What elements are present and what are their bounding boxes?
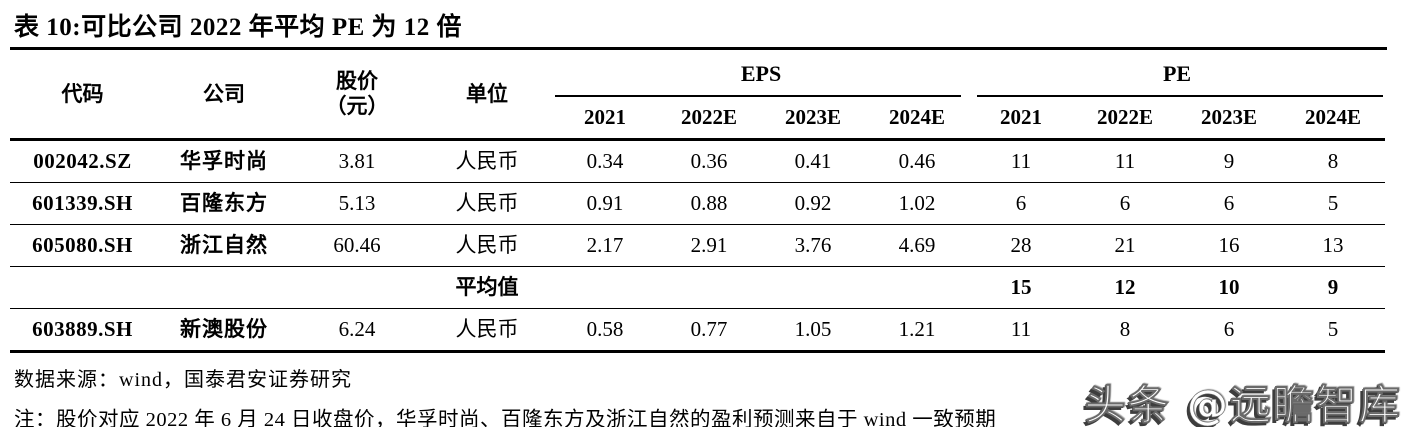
year-header-eps-2023e: 2023E bbox=[784, 105, 841, 130]
table-row: 605080.SH 浙江自然 60.46 人民币 2.17 2.91 3.76 … bbox=[10, 224, 1386, 267]
cell-pe-2022e: 6 bbox=[1073, 182, 1178, 225]
avg-pe-2024e: 9 bbox=[1281, 266, 1386, 309]
cell-empty bbox=[761, 266, 865, 309]
cell-company: 华孚时尚 bbox=[180, 149, 268, 174]
cell-pe-2022e: 11 bbox=[1114, 149, 1136, 174]
data-source-note: 数据来源：wind，国泰君安证券研究 bbox=[14, 369, 352, 391]
cell-unit: 人民币 bbox=[421, 308, 553, 352]
cell-pe-2021: 11 bbox=[969, 308, 1074, 352]
subject-company-row: 603889.SH 新澳股份 6.24 人民币 0.58 0.77 1.05 1… bbox=[10, 308, 1386, 352]
col-header-company: 公司 bbox=[203, 81, 245, 106]
cell-eps-2024e: 4.69 bbox=[865, 224, 970, 267]
cell-eps-2023e: 0.92 bbox=[761, 182, 865, 225]
cell-empty bbox=[10, 266, 155, 309]
cell-pe-2023e: 16 bbox=[1177, 224, 1282, 267]
table-title: 表 10:可比公司 2022 年平均 PE 为 12 倍 bbox=[14, 14, 463, 41]
col-header-unit: 单位 bbox=[466, 81, 508, 106]
year-header-eps-2024e: 2024E bbox=[889, 105, 946, 130]
cell-pe-2023e: 6 bbox=[1177, 308, 1282, 352]
col-header-price: 股价 （元） bbox=[293, 50, 421, 140]
group-header-eps: EPS bbox=[553, 50, 969, 97]
year-header-pe-2021: 2021 bbox=[1000, 105, 1043, 130]
cell-company: 浙江自然 bbox=[155, 224, 293, 267]
cell-price: 60.46 bbox=[293, 224, 421, 267]
cell-pe-2021: 11 bbox=[1010, 149, 1032, 174]
cell-eps-2022e: 0.88 bbox=[657, 182, 761, 225]
cell-eps-2023e: 3.76 bbox=[761, 224, 865, 267]
watermark: 头条 @远瞻智库 bbox=[1084, 381, 1402, 427]
table-title-block: 表 10:可比公司 2022 年平均 PE 为 12 倍 bbox=[10, 0, 1387, 50]
cell-eps-2022e: 0.77 bbox=[657, 308, 761, 352]
avg-pe-2021: 15 bbox=[969, 266, 1074, 309]
cell-code: 601339.SH bbox=[10, 182, 155, 225]
cell-price: 3.81 bbox=[338, 149, 376, 174]
year-header-pe-2022e: 2022E bbox=[1097, 105, 1154, 130]
cell-pe-2022e: 21 bbox=[1073, 224, 1178, 267]
cell-eps-2021: 0.34 bbox=[586, 149, 624, 174]
table-row: 601339.SH 百隆东方 5.13 人民币 0.91 0.88 0.92 1… bbox=[10, 182, 1386, 225]
cell-company: 百隆东方 bbox=[155, 182, 293, 225]
cell-pe-2024e: 13 bbox=[1281, 224, 1386, 267]
cell-pe-2022e: 8 bbox=[1073, 308, 1178, 352]
cell-unit: 人民币 bbox=[421, 182, 553, 225]
cell-code: 603889.SH bbox=[10, 308, 155, 352]
cell-eps-2022e: 2.91 bbox=[657, 224, 761, 267]
average-row: 平均值 15 12 10 9 bbox=[10, 266, 1386, 309]
average-label: 平均值 bbox=[421, 266, 553, 309]
cell-empty bbox=[155, 266, 293, 309]
cell-eps-2021: 0.91 bbox=[553, 182, 657, 225]
avg-pe-2023e: 10 bbox=[1177, 266, 1282, 309]
year-header-pe-2023e: 2023E bbox=[1201, 105, 1258, 130]
cell-code: 002042.SZ bbox=[33, 149, 132, 174]
col-header-code: 代码 bbox=[61, 81, 104, 106]
year-header-pe-2024e: 2024E bbox=[1305, 105, 1362, 130]
cell-empty bbox=[553, 266, 657, 309]
cell-pe-2024e: 5 bbox=[1281, 182, 1386, 225]
cell-price: 5.13 bbox=[293, 182, 421, 225]
year-header-eps-2021: 2021 bbox=[584, 105, 626, 130]
cell-eps-2021: 0.58 bbox=[553, 308, 657, 352]
cell-eps-2023e: 1.05 bbox=[761, 308, 865, 352]
cell-eps-2024e: 1.21 bbox=[865, 308, 970, 352]
cell-unit: 人民币 bbox=[455, 149, 519, 174]
cell-eps-2024e: 1.02 bbox=[865, 182, 970, 225]
cell-pe-2021: 28 bbox=[969, 224, 1074, 267]
cell-pe-2024e: 8 bbox=[1327, 149, 1339, 174]
table-row: 002042.SZ 华孚时尚 3.81 人民币 0.34 0.36 0.41 0… bbox=[10, 140, 1385, 183]
cell-code: 605080.SH bbox=[10, 224, 155, 267]
cell-empty bbox=[293, 266, 421, 309]
cell-empty bbox=[865, 266, 970, 309]
cell-eps-2023e: 0.41 bbox=[794, 149, 832, 174]
avg-pe-2022e: 12 bbox=[1073, 266, 1178, 309]
footnote: 注：股价对应 2022 年 6 月 24 日收盘价，华孚时尚、百隆东方及浙江自然… bbox=[14, 409, 997, 427]
cell-pe-2021: 6 bbox=[969, 182, 1074, 225]
group-header-pe: PE bbox=[969, 50, 1385, 97]
cell-pe-2023e: 6 bbox=[1177, 182, 1282, 225]
cell-eps-2021: 2.17 bbox=[553, 224, 657, 267]
cell-eps-2022e: 0.36 bbox=[690, 149, 728, 174]
cell-eps-2024e: 0.46 bbox=[898, 149, 936, 174]
col-header-price-line1: 股价 bbox=[336, 68, 378, 93]
cell-pe-2024e: 5 bbox=[1281, 308, 1386, 352]
cell-unit: 人民币 bbox=[421, 224, 553, 267]
col-header-price-line2: （元） bbox=[325, 94, 389, 118]
cell-empty bbox=[657, 266, 761, 309]
cell-pe-2023e: 9 bbox=[1223, 149, 1235, 174]
year-header-eps-2022e: 2022E bbox=[680, 105, 737, 130]
comparable-companies-table: 代码 公司 股价 （元） 单位 EPS PE 2021 2022E 2023E … bbox=[10, 50, 1386, 353]
cell-company: 新澳股份 bbox=[155, 308, 293, 352]
cell-price: 6.24 bbox=[293, 308, 421, 352]
